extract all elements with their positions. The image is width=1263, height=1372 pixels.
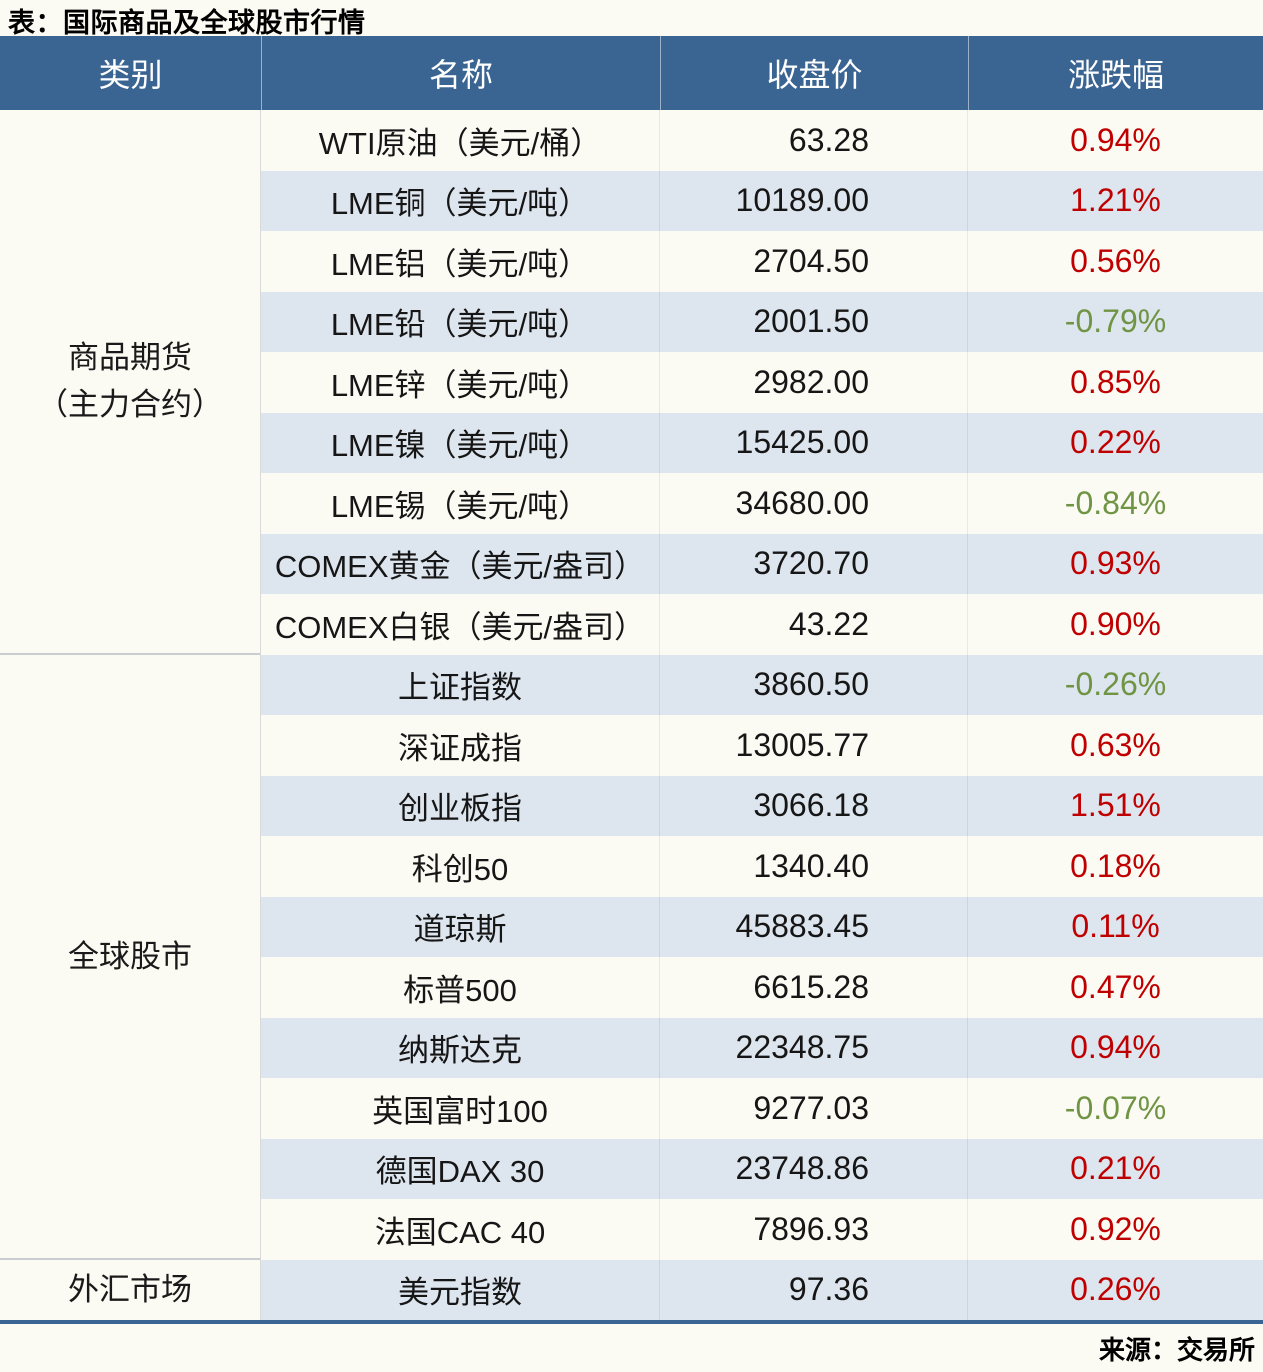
close-price-cell: 6615.28 [660,957,968,1018]
table-body-rows: WTI原油（美元/桶） 63.28 0.94% LME铜（美元/吨） 10189.00 1… [261,110,1263,1320]
close-price-cell: 22348.75 [660,1017,968,1078]
change-percent-cell: 0.94% [1070,1029,1161,1066]
change-percent-cell: 0.63% [1070,726,1161,763]
name-cell: 标普500 [261,957,660,1018]
name-cell: LME铝（美元/吨） [261,231,660,292]
change-percent-cell: 0.21% [1070,1150,1161,1187]
close-price-cell: 43.22 [660,594,968,655]
name-cell: COMEX白银（美元/盎司） [261,594,660,655]
name-cell: 科创50 [261,836,660,897]
category-cell: 外汇市场 [0,1260,260,1321]
close-price-cell: 34680.00 [660,473,968,534]
change-percent-cell: 0.26% [1070,1271,1161,1308]
close-price-cell: 3720.70 [660,533,968,594]
change-percent-cell: 0.92% [1070,1210,1161,1247]
name-cell: 美元指数 [261,1259,660,1320]
header-cell-name: 名称 [261,36,660,110]
table-row: 英国富时100 9277.03 -0.07% [261,1078,1263,1139]
close-price-cell: 3066.18 [660,775,968,836]
table-row: LME铜（美元/吨） 10189.00 1.21% [261,170,1263,231]
table-row: LME锡（美元/吨） 34680.00 -0.84% [261,473,1263,534]
name-cell: 纳斯达克 [261,1017,660,1078]
category-cell: 全球股市 [0,655,260,1260]
close-price-cell: 45883.45 [660,896,968,957]
table-row: LME铝（美元/吨） 2704.50 0.56% [261,231,1263,292]
change-percent-cell: 0.56% [1070,242,1161,279]
close-price-cell: 7896.93 [660,1199,968,1260]
header-cell-change: 涨跌幅 [968,36,1263,110]
table-row: COMEX黄金（美元/盎司） 3720.70 0.93% [261,533,1263,594]
name-cell: 法国CAC 40 [261,1199,660,1260]
page-title: 表：国际商品及全球股市行情 [8,8,366,38]
change-percent-cell: 0.90% [1070,605,1161,642]
header-cell-close: 收盘价 [660,36,968,110]
close-price-cell: 63.28 [660,110,968,171]
close-price-cell: 2001.50 [660,291,968,352]
name-cell: LME铅（美元/吨） [261,291,660,352]
category-label-line: 商品期货 [68,340,192,376]
change-percent-cell: 0.94% [1070,121,1161,158]
close-price-cell: 3860.50 [660,654,968,715]
change-percent-cell: -0.07% [1064,1089,1167,1126]
name-cell: 创业板指 [261,775,660,836]
table-row: LME锌（美元/吨） 2982.00 0.85% [261,352,1263,413]
change-percent-cell: 1.21% [1070,182,1161,219]
name-cell: 德国DAX 30 [261,1138,660,1199]
table-row: 法国CAC 40 7896.93 0.92% [261,1199,1263,1260]
name-cell: 深证成指 [261,715,660,776]
close-price-cell: 13005.77 [660,715,968,776]
name-cell: WTI原油（美元/桶） [261,110,660,171]
name-cell: LME镍（美元/吨） [261,412,660,473]
change-percent-cell: -0.79% [1064,303,1167,340]
change-percent-cell: -0.84% [1064,484,1167,521]
change-percent-cell: 0.93% [1070,545,1161,582]
table-row: 纳斯达克 22348.75 0.94% [261,1017,1263,1078]
change-percent-cell: 1.51% [1070,787,1161,824]
table-row: 科创50 1340.40 0.18% [261,836,1263,897]
table-row: 创业板指 3066.18 1.51% [261,775,1263,836]
name-cell: 道琼斯 [261,896,660,957]
change-percent-cell: -0.26% [1064,666,1167,703]
change-percent-cell: 0.47% [1070,968,1161,1005]
close-price-cell: 23748.86 [660,1138,968,1199]
name-cell: 上证指数 [261,654,660,715]
close-price-cell: 15425.00 [660,412,968,473]
name-cell: LME铜（美元/吨） [261,170,660,231]
category-label-line: 全球股市 [68,938,192,974]
table-row: WTI原油（美元/桶） 63.28 0.94% [261,110,1263,171]
table-header-row: 类别 名称 收盘价 涨跌幅 [0,36,1263,110]
category-label-line: （主力合约） [37,387,223,423]
name-cell: 英国富时100 [261,1078,660,1139]
table-body: 商品期货 （主力合约） 全球股市外汇市场 WTI原油（美元/桶） 63.28 0.94%… [0,110,1263,1320]
change-percent-cell: 0.11% [1071,908,1160,945]
table-row: 美元指数 97.36 0.26% [261,1259,1263,1320]
close-price-cell: 10189.00 [660,170,968,231]
change-percent-cell: 0.22% [1070,424,1161,461]
category-column: 商品期货 （主力合约） 全球股市外汇市场 [0,110,261,1320]
table-row: COMEX白银（美元/盎司） 43.22 0.90% [261,594,1263,655]
header-cell-category: 类别 [98,57,163,93]
source-note: 来源：交易所 [1098,1335,1255,1365]
name-cell: LME锡（美元/吨） [261,473,660,534]
close-price-cell: 2704.50 [660,231,968,292]
table-row: 深证成指 13005.77 0.63% [261,715,1263,776]
category-label-line: 外汇市场 [68,1272,192,1308]
table-row: LME铅（美元/吨） 2001.50 -0.79% [261,291,1263,352]
table-row: 上证指数 3860.50 -0.26% [261,654,1263,715]
market-table: 类别 名称 收盘价 涨跌幅 商品期货 （主力合约） 全球股市外汇市场 WTI原油（美… [0,36,1263,1324]
close-price-cell: 9277.03 [660,1078,968,1139]
close-price-cell: 97.36 [660,1259,968,1320]
change-percent-cell: 0.18% [1070,847,1161,884]
close-price-cell: 1340.40 [660,836,968,897]
table-row: 德国DAX 30 23748.86 0.21% [261,1138,1263,1199]
close-price-cell: 2982.00 [660,352,968,413]
category-cell: 商品期货 （主力合约） [0,110,260,655]
table-row: 标普500 6615.28 0.47% [261,957,1263,1018]
change-percent-cell: 0.85% [1070,363,1161,400]
table-row: 道琼斯 45883.45 0.11% [261,896,1263,957]
name-cell: COMEX黄金（美元/盎司） [261,533,660,594]
name-cell: LME锌（美元/吨） [261,352,660,413]
table-row: LME镍（美元/吨） 15425.00 0.22% [261,412,1263,473]
